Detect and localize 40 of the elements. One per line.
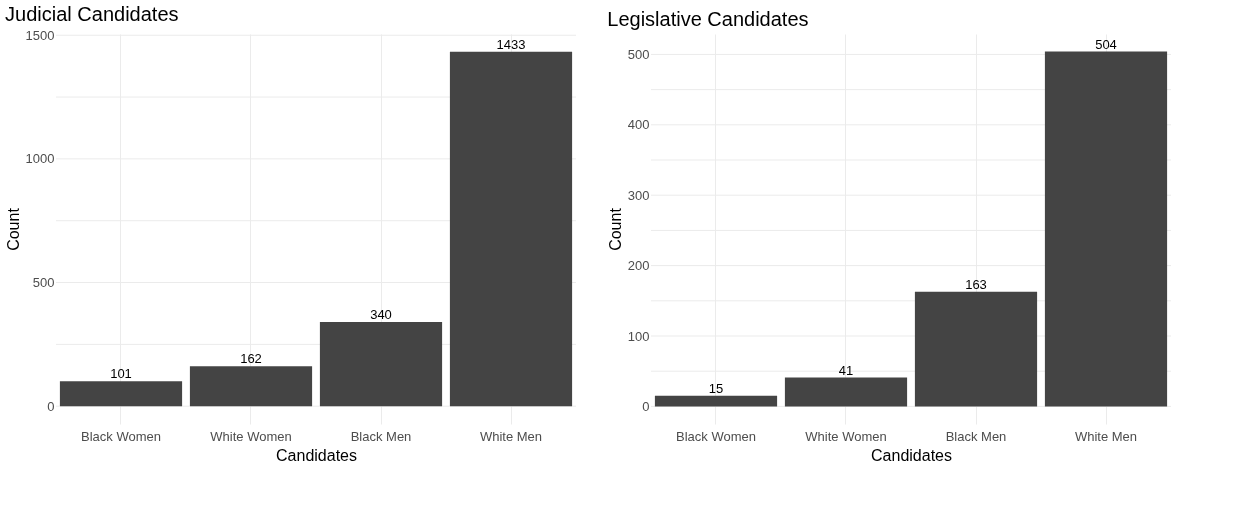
data-label: 101 <box>110 366 132 382</box>
y-tick-label: 0 <box>642 398 650 414</box>
data-label: 15 <box>708 380 724 396</box>
bar <box>59 381 183 407</box>
chart-title: Legislative Candidates <box>607 8 809 30</box>
bar <box>784 377 908 407</box>
y-axis-title: Count <box>606 207 624 251</box>
x-tick-label: Black Men <box>945 428 1007 444</box>
data-label: 163 <box>965 276 987 292</box>
x-tick-label: White Men <box>1074 428 1138 444</box>
x-tick-label: White Women <box>210 428 292 444</box>
x-tick-label: White Women <box>805 428 887 444</box>
x-axis-title: Candidates <box>871 446 952 464</box>
bar <box>1044 51 1168 407</box>
x-tick-label: White Men <box>479 428 543 444</box>
bar <box>449 51 573 407</box>
data-label: 162 <box>240 351 262 367</box>
y-tick-label: 0 <box>47 398 55 414</box>
y-axis-title: Count <box>4 207 22 251</box>
y-tick-label: 300 <box>627 187 650 203</box>
bar <box>319 322 443 407</box>
x-tick-label: Black Men <box>350 428 412 444</box>
y-tick-label: 500 <box>32 275 55 291</box>
chart-title: Judicial Candidates <box>5 3 179 26</box>
x-tick-label: Black Women <box>81 428 161 444</box>
y-tick-label: 400 <box>627 117 650 133</box>
bar <box>914 291 1038 407</box>
y-tick-label: 1000 <box>25 151 55 167</box>
y-tick-label: 100 <box>627 328 650 344</box>
data-label: 1433 <box>496 36 526 52</box>
data-label: 340 <box>370 307 392 323</box>
bar <box>654 395 778 407</box>
y-tick-label: 500 <box>627 46 650 62</box>
x-tick-label: Black Women <box>676 428 756 444</box>
data-label: 41 <box>838 362 854 378</box>
x-axis-title: Candidates <box>276 446 357 464</box>
bar <box>189 366 313 407</box>
y-tick-label: 1500 <box>25 27 55 43</box>
data-label: 504 <box>1095 36 1117 52</box>
y-tick-label: 200 <box>627 258 650 274</box>
